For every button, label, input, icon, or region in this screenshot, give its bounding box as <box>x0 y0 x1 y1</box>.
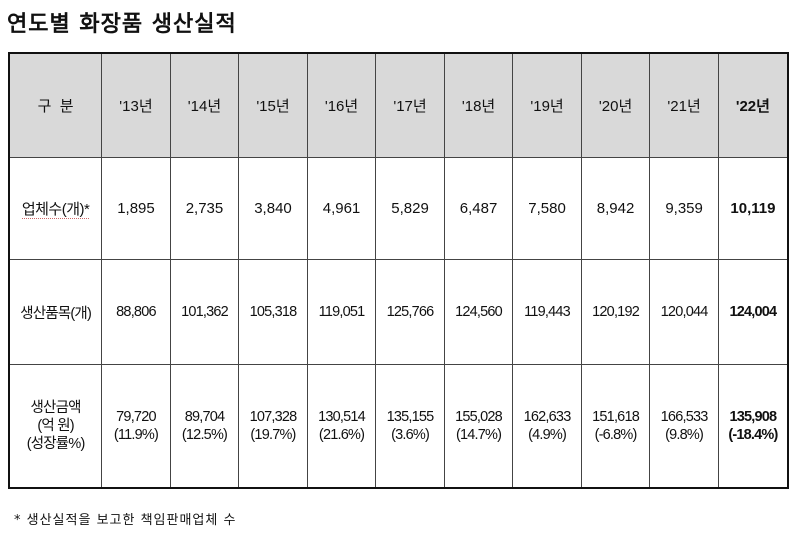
table-cell: 162,633 (4.9%) <box>512 364 582 489</box>
year-header: '19년 <box>512 52 582 158</box>
growth-rate: (21.6%) <box>318 427 365 443</box>
table-cell: 7,580 <box>512 157 582 260</box>
growth-rate: (-6.8%) <box>594 427 638 443</box>
year-header: '14년 <box>169 52 240 158</box>
amount-value: 155,028 <box>455 409 503 425</box>
year-header: '17년 <box>375 52 445 158</box>
table-row: 생산금액 (억 원) (성장률%) 79,720 (11.9%) 89,704 (1… <box>8 364 789 489</box>
table-cell: 88,806 <box>101 259 171 365</box>
growth-rate: (12.5%) <box>181 427 228 443</box>
table-cell-current: 124,004 <box>717 259 789 365</box>
table-cell: 151,618 (-6.8%) <box>580 364 651 489</box>
table-cell: 125,766 <box>375 259 445 365</box>
table-cell: 89,704 (12.5%) <box>169 364 240 489</box>
amount-value: 130,514 <box>318 409 366 425</box>
table-cell-current: 135,908 (-18.4%) <box>717 364 789 489</box>
amount-value: 135,908 <box>729 409 778 425</box>
growth-rate: (14.7%) <box>455 427 502 443</box>
table-cell: 120,192 <box>580 259 651 365</box>
table-cell: 6,487 <box>443 157 514 260</box>
growth-rate: (9.8%) <box>665 427 704 443</box>
table-cell: 124,560 <box>443 259 514 365</box>
year-header: '13년 <box>101 52 171 158</box>
row-label-amount: 생산금액 (억 원) (성장률%) <box>8 364 103 489</box>
row-label-line: (억 원) <box>37 418 74 434</box>
table-cell: 105,318 <box>238 259 308 365</box>
table-cell: 9,359 <box>649 157 719 260</box>
table-cell: 120,044 <box>649 259 719 365</box>
amount-value: 89,704 <box>184 409 225 425</box>
row-label-line: (성장률%) <box>26 436 86 452</box>
table-cell: 101,362 <box>169 259 240 365</box>
row-label-items: 생산품목(개) <box>8 259 103 365</box>
production-table: 구 분 '13년 '14년 '15년 '16년 '17년 '18년 '19년 '… <box>8 52 789 489</box>
growth-rate: (4.9%) <box>528 427 567 443</box>
amount-value: 151,618 <box>592 409 640 425</box>
table-cell: 8,942 <box>580 157 651 260</box>
table-cell: 5,829 <box>375 157 445 260</box>
year-header: '15년 <box>238 52 308 158</box>
growth-rate: (19.7%) <box>250 427 296 443</box>
year-header: '21년 <box>649 52 719 158</box>
table-cell: 79,720 (11.9%) <box>101 364 171 489</box>
table-cell: 130,514 (21.6%) <box>306 364 377 489</box>
amount-value: 162,633 <box>523 409 572 425</box>
table-cell: 2,735 <box>169 157 240 260</box>
amount-value: 166,533 <box>660 409 709 425</box>
table-row: 업체수(개)* 1,895 2,735 3,840 4,961 5,829 6,… <box>8 157 789 260</box>
year-header: '16년 <box>306 52 377 158</box>
table-cell: 107,328 (19.7%) <box>238 364 308 489</box>
growth-rate: (11.9%) <box>113 427 159 443</box>
table-cell: 155,028 (14.7%) <box>443 364 514 489</box>
amount-value: 107,328 <box>249 409 298 425</box>
growth-rate: (-18.4%) <box>728 427 778 443</box>
header-row: 구 분 '13년 '14년 '15년 '16년 '17년 '18년 '19년 '… <box>8 52 789 158</box>
table-cell: 119,051 <box>306 259 377 365</box>
row-label-text: 업체수(개)* <box>21 201 90 219</box>
table-cell: 135,155 (3.6%) <box>375 364 445 489</box>
page-title: 연도별 화장품 생산실적 <box>7 12 237 37</box>
year-header: '18년 <box>443 52 514 158</box>
amount-value: 135,155 <box>386 409 435 425</box>
year-header: '20년 <box>580 52 651 158</box>
table-cell: 119,443 <box>512 259 582 365</box>
table-cell: 4,961 <box>306 157 377 260</box>
year-header-current: '22년 <box>717 52 789 158</box>
table-row: 생산품목(개) 88,806 101,362 105,318 119,051 1… <box>8 259 789 365</box>
amount-value: 79,720 <box>116 409 156 425</box>
table-cell-current: 10,119 <box>717 157 789 260</box>
corner-header: 구 분 <box>8 52 103 158</box>
footnote: * 생산실적을 보고한 책임판매업체 수 <box>14 513 237 528</box>
growth-rate: (3.6%) <box>391 427 430 443</box>
table-cell: 3,840 <box>238 157 308 260</box>
table-cell: 1,895 <box>101 157 171 260</box>
table-cell: 166,533 (9.8%) <box>649 364 719 489</box>
row-label-companies: 업체수(개)* <box>8 157 103 260</box>
row-label-line: 생산금액 <box>30 400 82 416</box>
